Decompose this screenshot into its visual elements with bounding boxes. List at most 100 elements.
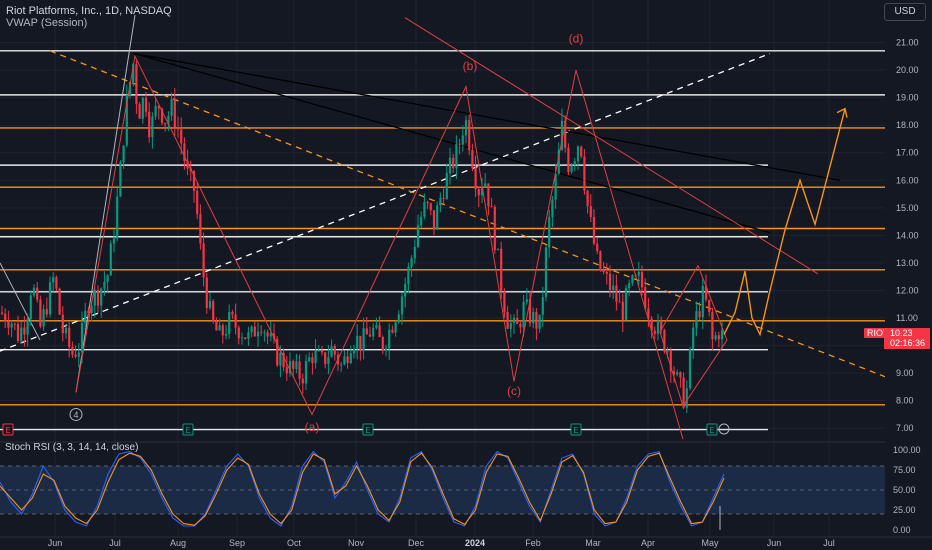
candle-body <box>615 285 618 302</box>
candle-body <box>698 311 701 318</box>
candle-body <box>170 99 173 116</box>
price-axis-tick: 12.00 <box>896 285 919 295</box>
candle-body <box>660 320 663 331</box>
time-axis-tick: Dec <box>408 538 425 548</box>
gray-trendline-left <box>0 262 41 341</box>
candle-body <box>484 183 487 187</box>
dividend-marker <box>718 423 730 435</box>
price-axis-tick: 19.00 <box>896 93 919 103</box>
candle-body <box>570 165 573 172</box>
candle-body <box>269 333 272 337</box>
time-axis-tick: Oct <box>287 538 302 548</box>
candle-body <box>400 296 404 315</box>
candle-body <box>548 216 551 248</box>
candle-body <box>608 273 612 290</box>
candle-body <box>720 330 724 340</box>
wave-label: (b) <box>463 59 478 73</box>
candle-body <box>669 350 672 372</box>
candle-body <box>500 248 503 292</box>
wave-marker-circle <box>69 407 83 421</box>
candle-body <box>442 197 445 199</box>
candle-body <box>368 334 372 337</box>
candle-body <box>631 275 634 284</box>
candle-body <box>682 377 685 408</box>
candle-body <box>272 333 276 339</box>
candle-body <box>218 325 221 331</box>
candle-body <box>458 143 461 145</box>
candle-body <box>436 205 439 230</box>
candle-body <box>583 156 586 191</box>
candle-body <box>452 157 455 169</box>
candle-body <box>138 104 141 119</box>
candle-body <box>240 337 244 339</box>
candle-body <box>52 277 55 283</box>
candle-body <box>410 258 413 268</box>
candle-body <box>292 361 295 369</box>
candle-body <box>260 331 263 333</box>
candle-body <box>372 327 375 337</box>
candle-body <box>23 327 26 335</box>
candle-body <box>612 285 615 290</box>
candle-body <box>308 357 311 362</box>
candle-body <box>650 318 653 331</box>
candle-body <box>407 267 410 284</box>
candle-body <box>522 301 525 328</box>
candle-body <box>647 308 650 319</box>
candle-body <box>356 335 359 349</box>
time-axis-tick: Feb <box>525 538 541 548</box>
red-trendline <box>404 17 819 275</box>
candle-body <box>250 326 253 333</box>
earnings-marker <box>182 423 194 436</box>
candle-body <box>564 120 567 148</box>
candle-body <box>20 327 23 342</box>
candle-body <box>36 287 39 300</box>
candle-body <box>183 143 186 162</box>
candle-body <box>397 314 400 323</box>
candle-body <box>212 301 215 322</box>
earnings-marker-label: E <box>5 426 10 435</box>
price-axis-tick: 9.00 <box>896 368 914 378</box>
candle-body <box>503 291 506 313</box>
candle-body <box>538 314 541 329</box>
candle-body <box>144 97 148 112</box>
earnings-marker-label: E <box>709 426 714 435</box>
earnings-marker <box>362 423 374 436</box>
price-axis-tick: 20.00 <box>896 65 919 75</box>
time-axis-tick: May <box>701 538 719 548</box>
candle-body <box>532 311 535 324</box>
candle-body <box>103 281 106 289</box>
candle-body <box>119 162 122 197</box>
candle-body <box>656 320 660 334</box>
candle-body <box>704 285 708 300</box>
candle-body <box>192 170 196 191</box>
candle-body <box>496 248 500 251</box>
currency-button[interactable]: USD <box>884 3 926 21</box>
candle-body <box>282 352 285 368</box>
dashed-orange-trendline <box>49 50 891 380</box>
candle-body <box>535 311 538 329</box>
time-axis-tick: Apr <box>641 538 655 548</box>
time-axis-tick: Aug <box>170 538 186 548</box>
symbol-title: Riot Platforms, Inc., 1D, NASDAQ <box>6 5 172 17</box>
candle-body <box>266 332 269 337</box>
candle-body <box>487 183 490 207</box>
candle-body <box>378 325 381 338</box>
candle-body <box>173 99 176 128</box>
candle-body <box>711 312 714 340</box>
candle-body <box>301 378 304 384</box>
candle-body <box>554 173 557 200</box>
price-axis-tick: 16.00 <box>896 175 919 185</box>
candle-body <box>64 327 68 334</box>
projection-line <box>723 108 846 337</box>
candle-body <box>688 348 692 389</box>
candle-body <box>346 356 349 364</box>
rsi-series-d <box>0 452 725 526</box>
candle-body <box>365 328 368 335</box>
stoch-rsi-label: Stoch RSI (3, 3, 14, 14, close) <box>5 442 139 453</box>
candle-body <box>100 288 103 306</box>
gray-trendline-spike <box>75 14 136 393</box>
time-axis-tick: Sep <box>229 538 245 548</box>
candle-body <box>602 270 605 272</box>
